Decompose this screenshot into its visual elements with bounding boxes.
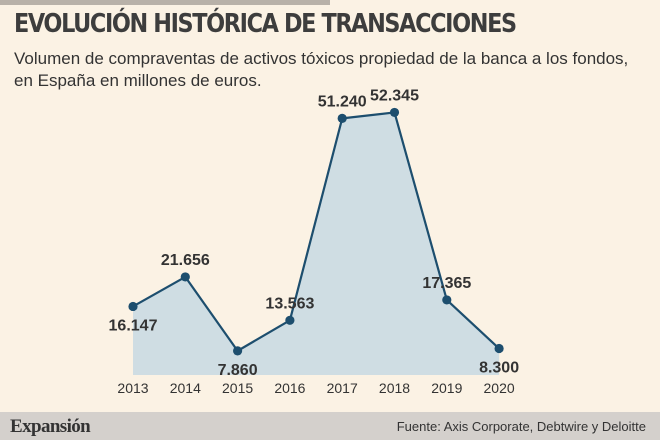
data-point-2019 — [442, 295, 452, 305]
x-tick-2016: 2016 — [274, 380, 305, 396]
data-point-2020 — [494, 343, 504, 354]
x-tick-2017: 2017 — [327, 380, 358, 396]
expansion-logo: Expansión — [10, 416, 91, 437]
chart-title: EVOLUCIÓN HISTÓRICA DE TRANSACCIONES — [14, 9, 517, 39]
area-fill — [133, 112, 500, 376]
data-point-2018 — [389, 107, 400, 118]
series-line — [132, 111, 500, 352]
source-note: Fuente: Axis Corporate, Debtwire y Deloi… — [396, 419, 646, 434]
data-point-2015 — [233, 346, 243, 356]
x-tick-2020: 2020 — [484, 380, 515, 396]
x-tick-2019: 2019 — [431, 380, 462, 396]
x-tick-2018: 2018 — [379, 380, 410, 396]
x-tick-2013: 2013 — [117, 380, 148, 396]
data-label-2016: 13.563 — [265, 295, 314, 312]
data-label-2020: 8.300 — [479, 360, 519, 377]
x-tick-2015: 2015 — [222, 380, 253, 396]
data-label-2017: 51.240 — [318, 93, 367, 110]
data-point-2017 — [337, 113, 347, 123]
area-chart: 16.147 21.656 7.860 13.563 51.240 52.345 17.36… — [109, 87, 520, 396]
data-point-2016 — [285, 315, 295, 325]
x-tick-2014: 2014 — [170, 380, 201, 396]
header-accent-bar — [0, 0, 330, 5]
data-label-2018: 52.345 — [370, 87, 419, 104]
data-point-2013 — [128, 301, 138, 312]
data-label-2015: 7.860 — [218, 362, 258, 379]
data-label-2019: 17.365 — [422, 275, 471, 292]
data-label-2013: 16.147 — [109, 317, 158, 334]
chart-subtitle: Volumen de compraventas de activos tóxic… — [14, 49, 629, 90]
data-label-2014: 21.656 — [161, 252, 210, 269]
data-point-2014 — [180, 272, 190, 282]
footer-bar: Expansión Fuente: Axis Corporate, Debtwi… — [0, 412, 660, 440]
